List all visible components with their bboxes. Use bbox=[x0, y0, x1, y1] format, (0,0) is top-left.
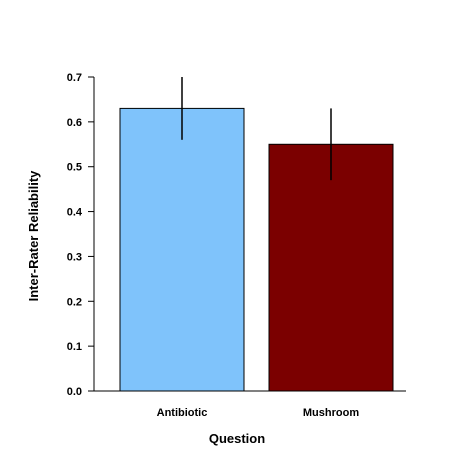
y-axis-title: Inter-Rater Reliability bbox=[26, 170, 41, 302]
y-tick-label: 0.0 bbox=[67, 386, 82, 398]
x-tick-label: Mushroom bbox=[303, 407, 359, 419]
y-tick-label: 0.1 bbox=[67, 341, 82, 353]
y-tick-label: 0.4 bbox=[67, 207, 83, 219]
x-tick-label: Antibiotic bbox=[157, 407, 208, 419]
y-axis: 0.0 0.1 0.2 0.3 0.4 0.5 0.6 0.7 bbox=[67, 72, 95, 398]
y-tick-label: 0.3 bbox=[67, 251, 82, 263]
bars bbox=[119, 107, 394, 392]
bar-antibiotic bbox=[119, 107, 245, 392]
x-axis-title: Question bbox=[209, 431, 265, 446]
y-tick-label: 0.6 bbox=[67, 117, 82, 129]
bar-mushroom bbox=[268, 143, 394, 392]
y-tick-label: 0.2 bbox=[67, 296, 82, 308]
error-bars bbox=[181, 77, 332, 181]
x-axis: Antibiotic Mushroom bbox=[94, 390, 406, 419]
y-tick-label: 0.7 bbox=[67, 72, 82, 84]
y-tick-label: 0.5 bbox=[67, 162, 82, 174]
